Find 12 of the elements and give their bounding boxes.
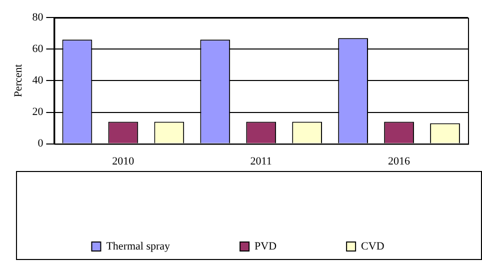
y-tick-label: 60 [32, 43, 44, 56]
x-tick-label: 2011 [250, 155, 272, 168]
legend-label: PVD [254, 240, 277, 252]
y-tick-label: 20 [32, 106, 44, 118]
y-axis-title: Percent [12, 64, 24, 98]
y-tick-label: 80 [32, 11, 44, 24]
x-tick-label: 2010 [112, 155, 135, 168]
legend-label: Thermal spray [106, 240, 171, 252]
legend-label: CVD [361, 240, 384, 252]
y-tick-label: 40 [32, 74, 44, 87]
x-tick-label: 2016 [388, 155, 411, 168]
y-tick-label: 0 [38, 138, 44, 150]
